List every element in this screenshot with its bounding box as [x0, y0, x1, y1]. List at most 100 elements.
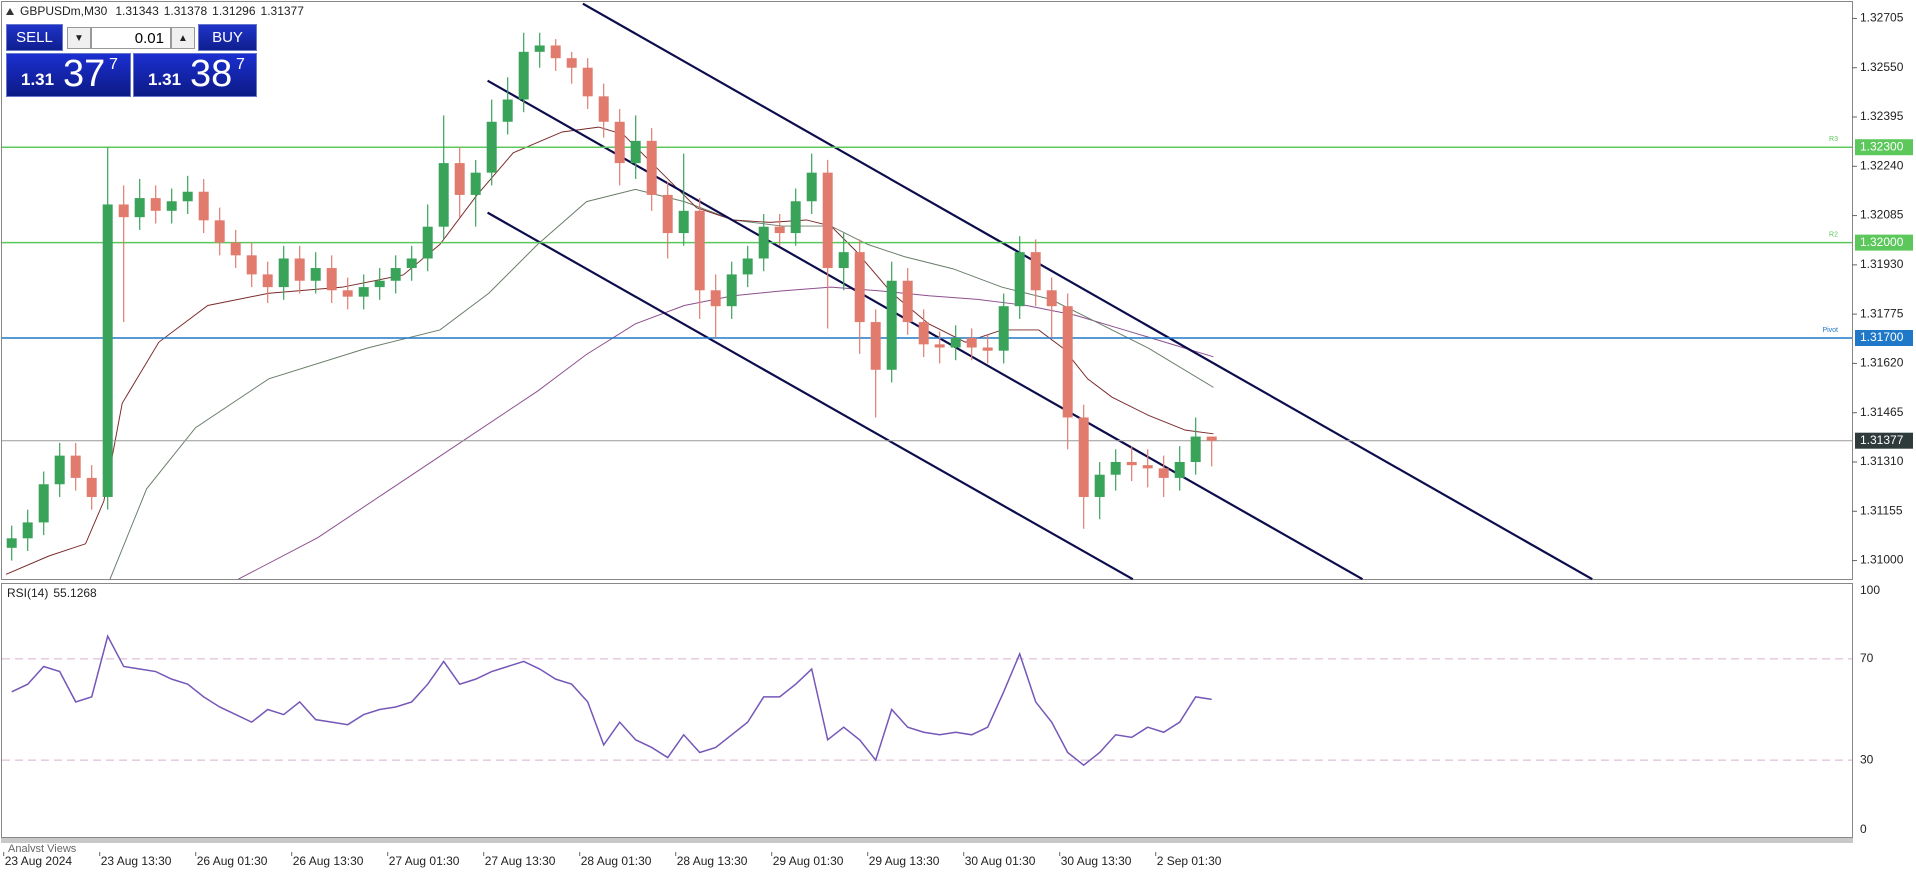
- x-tick-label: 26 Aug 01:30: [197, 854, 268, 868]
- y-tick-label: 1.31310: [1860, 454, 1904, 468]
- x-tick-label: 27 Aug 01:30: [389, 854, 460, 868]
- level-label: 1.31700: [1860, 330, 1904, 344]
- collapse-icon: [6, 8, 14, 15]
- candle-body: [982, 347, 993, 351]
- candle-body: [998, 306, 1009, 351]
- candle-body: [326, 268, 337, 291]
- y-tick-label: 1.32240: [1860, 158, 1904, 172]
- candle-body: [1014, 252, 1025, 307]
- axis-labels: 1.310001.311551.313101.314651.316201.317…: [3, 11, 1913, 868]
- level-label: 1.32000: [1860, 235, 1904, 249]
- x-tick-label: 28 Aug 01:30: [581, 854, 652, 868]
- candle-body: [166, 201, 177, 211]
- candle-body: [438, 163, 449, 227]
- y-tick-label: 1.31465: [1860, 405, 1904, 419]
- marks: R3 R2 Pivot: [2, 17, 1857, 767]
- candle-body: [966, 337, 977, 348]
- rsi-header: RSI(14) 55.1268: [7, 586, 97, 600]
- y-tick-label: 100: [1860, 583, 1880, 597]
- candle-body: [886, 280, 897, 370]
- candle-body: [22, 522, 33, 539]
- candle-body: [806, 172, 817, 202]
- lot-field[interactable]: 0.01: [91, 27, 171, 49]
- rsi-panel: [1, 583, 1853, 838]
- lot-increase[interactable]: ▲: [171, 27, 195, 49]
- buy-price[interactable]: 1.31 38 7: [133, 53, 257, 97]
- candle-body: [854, 252, 865, 323]
- y-tick-label: 0: [1860, 822, 1867, 836]
- sell-price[interactable]: 1.31 37 7: [6, 53, 131, 97]
- candle-body: [950, 337, 961, 348]
- level-label: 1.32300: [1860, 139, 1904, 153]
- candle-body: [246, 255, 257, 275]
- candle-body: [118, 204, 129, 218]
- level-name: R3: [1829, 136, 1838, 143]
- bottom-tab[interactable]: Analyst Views: [8, 843, 77, 855]
- y-tick-label: 1.32085: [1860, 208, 1904, 222]
- candle-body: [214, 220, 225, 243]
- candle-body: [918, 322, 929, 345]
- x-tick-label: 2 Sep 01:30: [1157, 854, 1222, 868]
- rsi-line: [11, 634, 1212, 767]
- sell-button[interactable]: SELL: [6, 24, 63, 51]
- level-name: R2: [1829, 231, 1838, 238]
- x-tick-label: 23 Aug 13:30: [101, 854, 172, 868]
- level-tag: [1855, 234, 1913, 251]
- candle-body: [646, 140, 657, 195]
- candle-body: [758, 226, 769, 259]
- candle-body: [390, 268, 401, 281]
- y-tick-label: 1.32550: [1860, 60, 1904, 74]
- x-tick-label: 28 Aug 13:30: [677, 854, 748, 868]
- y-tick-label: 30: [1860, 752, 1874, 766]
- candle-body: [1190, 436, 1201, 462]
- candle-body: [582, 67, 593, 97]
- candle-body: [374, 280, 385, 288]
- candle-body: [662, 194, 673, 234]
- y-tick-label: 1.31155: [1860, 503, 1903, 517]
- y-tick-label: 1.31775: [1860, 306, 1904, 320]
- price-sup: 7: [109, 56, 118, 73]
- candle-body: [774, 226, 785, 234]
- x-tick-label: 29 Aug 01:30: [773, 854, 844, 868]
- candle-body: [550, 45, 561, 59]
- candle-body: [566, 58, 577, 68]
- rsi-title: RSI(14): [7, 586, 48, 600]
- candle-body: [102, 204, 113, 497]
- candle-body: [742, 258, 753, 275]
- x-tick-label: 27 Aug 13:30: [485, 854, 556, 868]
- candle-body: [1158, 468, 1169, 478]
- header-open: 1.31343: [115, 4, 159, 18]
- candle-body: [534, 45, 545, 52]
- candle-body: [934, 344, 945, 348]
- price-panel: [1, 1, 1853, 580]
- candle-body: [1030, 252, 1041, 291]
- candle-body: [342, 290, 353, 297]
- candle-body: [470, 172, 481, 195]
- chart-header: GBPUSDm,M30 1.31343 1.31378 1.31296 1.31377: [20, 4, 304, 18]
- y-tick-label: 1.32705: [1860, 11, 1904, 25]
- candle-body: [230, 242, 241, 256]
- separator: [1, 838, 1853, 843]
- price-big: 1.31: [148, 70, 182, 89]
- current-price-tag: [1855, 432, 1913, 449]
- candle-body: [1126, 461, 1137, 466]
- candle-body: [150, 198, 161, 211]
- candle-body: [6, 538, 17, 548]
- candle-body: [358, 287, 369, 297]
- header-close: 1.31377: [261, 4, 305, 18]
- candle-body: [262, 274, 273, 288]
- header-high: 1.31378: [164, 4, 208, 18]
- candle-body: [1062, 306, 1073, 418]
- candle-body: [406, 258, 417, 269]
- level-name: Pivot: [1822, 327, 1838, 334]
- x-tick-label: 23 Aug 2024: [5, 854, 73, 868]
- y-tick-label: 70: [1860, 651, 1874, 665]
- lot-decrease[interactable]: ▼: [67, 27, 91, 49]
- candle-body: [870, 322, 881, 370]
- buy-button[interactable]: BUY: [198, 24, 257, 51]
- candle-body: [1078, 417, 1089, 497]
- axis-strip: [0, 852, 1916, 874]
- price-main: 38: [190, 53, 233, 95]
